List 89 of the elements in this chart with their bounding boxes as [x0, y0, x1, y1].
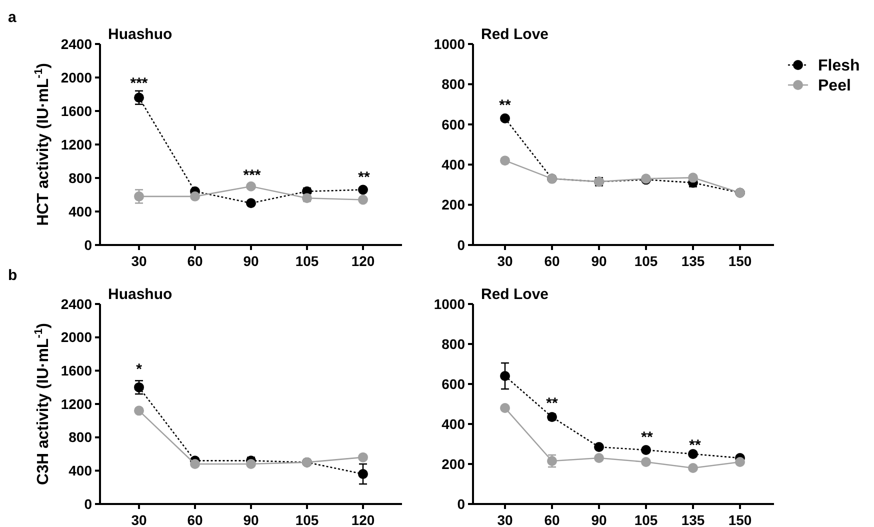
point	[134, 382, 144, 392]
legend-label: Peel	[818, 78, 851, 95]
annotation: *	[136, 361, 142, 378]
y-tick-label: 200	[442, 456, 466, 472]
text: b	[8, 267, 18, 284]
y-tick-label: 2000	[60, 69, 92, 86]
point	[594, 442, 604, 452]
point	[358, 452, 368, 462]
legend-label: Flesh	[818, 58, 860, 75]
y-tick-label: 200	[442, 196, 466, 213]
x-tick-label: 120	[351, 512, 375, 527]
point	[688, 449, 698, 459]
point	[735, 457, 745, 467]
point	[500, 371, 510, 381]
annotation: **	[358, 169, 370, 186]
x-tick-label: 60	[544, 512, 560, 527]
x-tick-label: 90	[591, 512, 607, 527]
x-tick-label: 30	[497, 512, 513, 527]
y-tick-label: 0	[84, 236, 92, 253]
x-tick-label: 105	[634, 253, 658, 269]
point	[641, 445, 651, 455]
point	[246, 459, 256, 469]
x-tick-label: 30	[131, 512, 147, 527]
point	[190, 459, 200, 469]
annotation: ***	[130, 75, 148, 92]
point	[246, 198, 256, 208]
x-tick-label: 60	[187, 253, 203, 269]
x-tick-label: 150	[728, 512, 752, 527]
y-tick-label: 600	[442, 116, 466, 132]
x-tick-label: 90	[243, 512, 259, 527]
x-tick-label: 90	[243, 253, 259, 269]
y-tick-label: 400	[442, 416, 466, 432]
y-tick-label: 800	[68, 429, 92, 446]
y-tick-label: 2000	[60, 329, 92, 346]
annotation: **	[689, 437, 701, 454]
point	[358, 194, 368, 205]
y-tick-label: 0	[457, 496, 466, 512]
point	[594, 453, 604, 463]
x-tick-label: 60	[544, 253, 560, 269]
y-tick-label: 1000	[434, 296, 466, 312]
x-tick-label: 90	[591, 253, 607, 269]
annotation: ***	[243, 167, 261, 184]
x-tick-label: 105	[295, 512, 319, 527]
chart-title: Red Love	[481, 26, 549, 43]
x-tick-label: 120	[351, 253, 375, 269]
y-tick-label: 400	[68, 203, 92, 220]
x-tick-label: 105	[634, 512, 658, 527]
annotation: **	[641, 429, 653, 446]
y-tick-label: 0	[457, 236, 466, 253]
point	[134, 406, 144, 416]
text: a	[8, 9, 17, 26]
annotation: **	[499, 97, 511, 114]
x-tick-label: 105	[295, 253, 319, 269]
y-tick-label: 600	[442, 376, 466, 392]
y-tick-label: 800	[68, 170, 92, 186]
x-tick-label: 30	[497, 253, 513, 269]
y-tick-label: 1000	[434, 36, 466, 52]
point	[134, 191, 144, 202]
annotation: **	[546, 395, 558, 412]
point	[500, 403, 510, 413]
point	[500, 113, 510, 124]
point	[641, 457, 651, 467]
point	[190, 191, 200, 202]
y-tick-label: 2400	[60, 296, 92, 312]
point	[358, 184, 368, 195]
point	[134, 92, 144, 103]
y-tick-label: 400	[68, 462, 92, 479]
y-tick-label: 0	[84, 496, 92, 512]
y-tick-label: 1600	[60, 102, 92, 119]
point	[688, 463, 698, 473]
y-tick-label: 1200	[60, 136, 92, 152]
y-tick-label: 400	[442, 156, 466, 172]
y-tick-label: 1200	[60, 396, 92, 412]
y-tick-label: 1600	[60, 362, 92, 379]
x-tick-label: 135	[681, 253, 705, 269]
x-tick-label: 30	[131, 253, 147, 269]
x-tick-label: 60	[187, 512, 203, 527]
chart-title: Huashuo	[108, 286, 172, 303]
point	[688, 172, 698, 183]
x-tick-label: 135	[681, 512, 705, 527]
chart-title: Huashuo	[108, 26, 172, 43]
y-tick-label: 800	[442, 336, 466, 352]
y-tick-label: 2400	[60, 36, 92, 52]
point	[358, 469, 368, 479]
point	[246, 181, 256, 192]
y-tick-label: 800	[442, 76, 466, 92]
chart-title: Red Love	[481, 286, 549, 303]
point	[500, 156, 510, 166]
x-tick-label: 150	[728, 253, 752, 269]
